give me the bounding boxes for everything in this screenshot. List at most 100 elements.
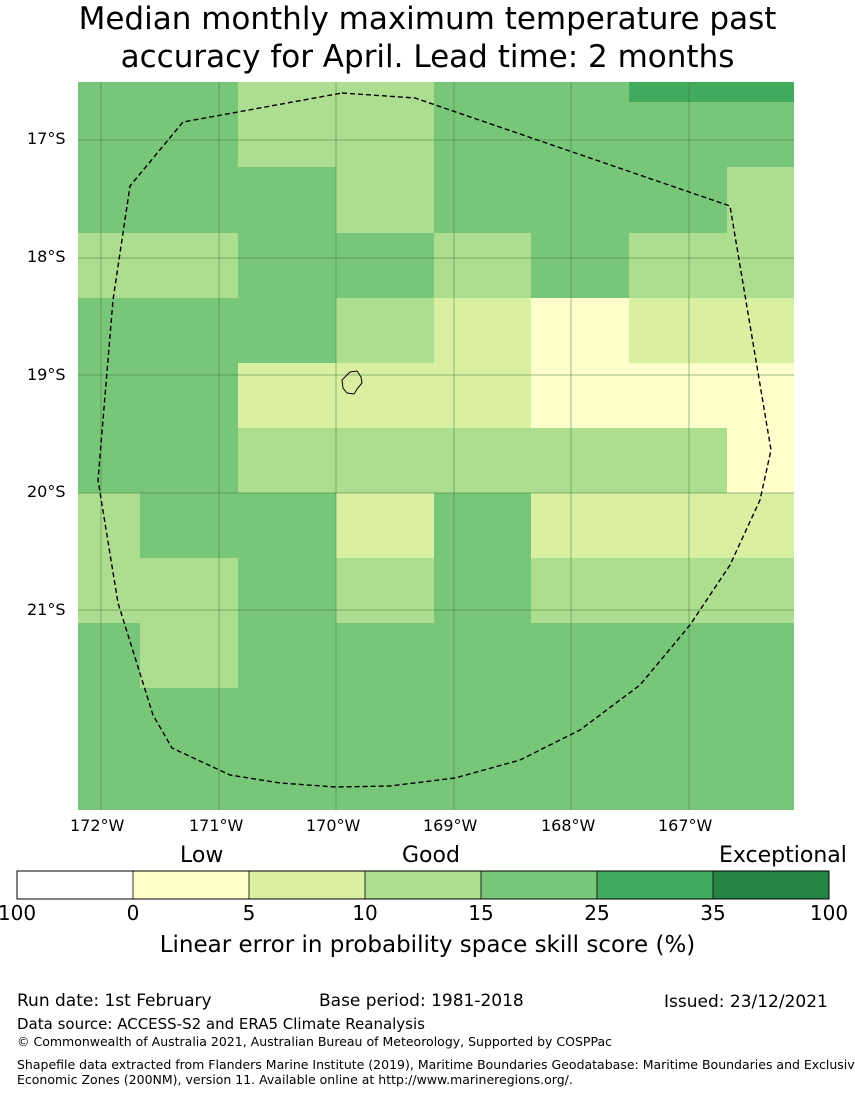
grid-cell <box>727 82 794 102</box>
grid-cell <box>140 363 238 428</box>
grid-cell <box>629 233 727 298</box>
grid-cell <box>140 623 238 688</box>
grid-cell <box>238 428 336 493</box>
grid-cell <box>531 688 629 810</box>
grid-cell <box>238 688 336 810</box>
grid-cell <box>238 167 336 233</box>
grid-cell <box>78 688 140 810</box>
lat-label: 17°S <box>27 129 66 148</box>
grid-cell <box>336 102 434 167</box>
grid-cell <box>727 428 794 493</box>
grid-cell <box>78 623 140 688</box>
colorbar-tick: 5 <box>242 901 256 925</box>
shapefile-credit-1: Shapefile data extracted from Flanders M… <box>17 1057 855 1072</box>
colorbar-swatch-6 <box>597 871 713 899</box>
grid-cell <box>238 298 336 363</box>
lon-label: 168°W <box>541 816 596 835</box>
grid-cell <box>78 102 140 167</box>
grid-cell <box>629 493 727 558</box>
colorbar-tick: 100 <box>809 901 849 925</box>
grid-cell <box>78 82 140 102</box>
grid-cell <box>531 82 629 102</box>
category-exceptional: Exceptional <box>719 843 847 868</box>
grid-cell <box>531 428 629 493</box>
grid-cell <box>531 493 629 558</box>
lon-label: 171°W <box>189 816 244 835</box>
colorbar-tick: 10 <box>352 901 378 925</box>
grid-cell <box>336 82 434 102</box>
grid-cell <box>531 233 629 298</box>
grid-cell <box>140 233 238 298</box>
grid-cell <box>434 82 531 102</box>
grid-cell <box>434 363 531 428</box>
grid-cell <box>238 623 336 688</box>
grid-cell <box>531 298 629 363</box>
grid-cell <box>238 82 336 102</box>
copyright: © Commonwealth of Australia 2021, Austra… <box>17 1034 612 1049</box>
grid-cell <box>629 688 727 810</box>
shapefile-credit-2: Economic Zones (200NM), version 11. Avai… <box>17 1072 573 1087</box>
base-period: Base period: 1981-2018 <box>319 991 524 1011</box>
colorbar-swatch-4 <box>365 871 481 899</box>
grid-cell <box>140 298 238 363</box>
grid-cell <box>78 233 140 298</box>
grid-cell <box>140 82 238 102</box>
grid-cell <box>336 493 434 558</box>
island-outline <box>341 370 363 395</box>
grid-cell <box>531 167 629 233</box>
category-low: Low <box>180 843 224 868</box>
grid-cell <box>238 102 336 167</box>
title-line-2: accuracy for April. Lead time: 2 months <box>120 39 735 75</box>
lon-label: 170°W <box>306 816 361 835</box>
colorbar-tick: 100 <box>0 901 37 925</box>
eez-boundary <box>97 92 772 788</box>
grid-cell <box>727 688 794 810</box>
grid-cell <box>78 493 140 558</box>
grid-cell <box>140 493 238 558</box>
grid-cell <box>336 558 434 623</box>
grid-cell <box>629 623 727 688</box>
chart-title: Median monthly maximum temperature past … <box>0 0 855 76</box>
colorbar <box>16 870 830 900</box>
grid-cell <box>434 428 531 493</box>
grid-cell <box>434 102 531 167</box>
colorbar-swatch-2 <box>133 871 249 899</box>
grid-cell <box>629 298 727 363</box>
grid-cell <box>727 623 794 688</box>
grid-cell <box>140 428 238 493</box>
grid-cell <box>531 623 629 688</box>
colorbar-swatch-3 <box>249 871 365 899</box>
grid-cell <box>434 233 531 298</box>
lat-label: 18°S <box>27 247 66 266</box>
grid-cell <box>336 298 434 363</box>
grid-cell <box>727 493 794 558</box>
grid-cell <box>727 233 794 298</box>
grid-cell <box>336 363 434 428</box>
grid-cell <box>434 493 531 558</box>
category-good: Good <box>402 843 460 868</box>
grid-cell <box>78 363 140 428</box>
colorbar-swatch-1 <box>17 871 133 899</box>
issued-date: Issued: 23/12/2021 <box>664 992 828 1012</box>
grid-cell <box>238 493 336 558</box>
lon-label: 169°W <box>423 816 478 835</box>
grid-cell <box>727 298 794 363</box>
grid-cell <box>629 102 727 167</box>
grid-cell <box>78 428 140 493</box>
grid-cell <box>336 428 434 493</box>
grid-cell <box>238 558 336 623</box>
grid-cell <box>434 688 531 810</box>
title-line-1: Median monthly maximum temperature past <box>78 1 777 37</box>
grid-cell <box>629 363 727 428</box>
colorbar-tick: 25 <box>584 901 610 925</box>
grid-cell <box>336 167 434 233</box>
lon-label: 167°W <box>658 816 713 835</box>
grid-cell <box>434 167 531 233</box>
grid-cell <box>434 558 531 623</box>
data-source: Data source: ACCESS-S2 and ERA5 Climate … <box>17 1015 425 1033</box>
grid-cell <box>531 363 629 428</box>
grid-cell <box>629 558 727 623</box>
run-date: Run date: 1st February <box>17 991 212 1011</box>
grid-cell <box>336 233 434 298</box>
